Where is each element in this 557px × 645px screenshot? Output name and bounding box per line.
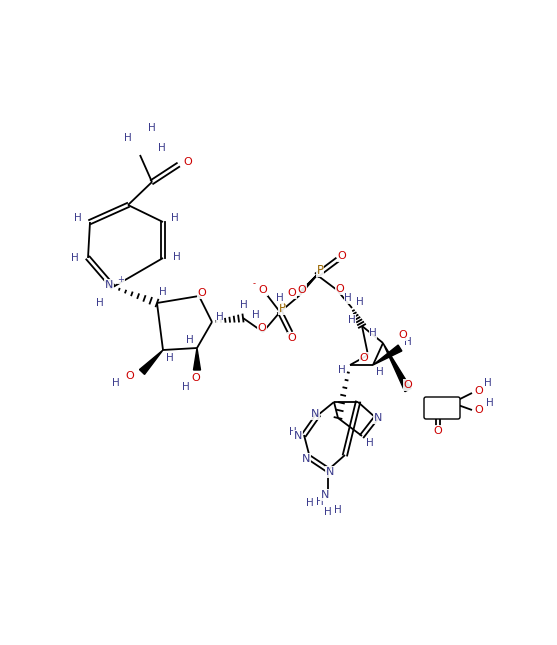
Text: P: P: [278, 301, 286, 315]
Text: H: H: [216, 312, 224, 322]
Text: O: O: [338, 251, 346, 261]
Text: H: H: [182, 382, 190, 392]
Text: H: H: [289, 427, 297, 437]
Text: H: H: [96, 298, 104, 308]
Text: N: N: [294, 431, 302, 441]
Text: H: H: [124, 133, 132, 143]
Text: +: +: [118, 275, 124, 284]
Text: -: -: [252, 279, 256, 288]
FancyBboxPatch shape: [424, 397, 460, 419]
Text: O: O: [126, 371, 134, 381]
Text: H: H: [348, 315, 356, 325]
Text: H: H: [376, 367, 384, 377]
Polygon shape: [193, 348, 201, 370]
Text: O: O: [198, 288, 207, 298]
Text: O: O: [475, 386, 483, 396]
Text: H: H: [159, 287, 167, 297]
Text: O: O: [287, 333, 296, 343]
Text: H: H: [158, 143, 166, 153]
Text: N: N: [311, 409, 319, 419]
Polygon shape: [139, 350, 163, 374]
Text: H: H: [484, 378, 492, 388]
Text: H: H: [369, 328, 377, 338]
Text: O: O: [399, 330, 407, 340]
Text: H: H: [306, 498, 314, 508]
Text: N: N: [326, 467, 334, 477]
Text: O: O: [192, 373, 201, 383]
Text: H: H: [166, 353, 174, 363]
Text: O: O: [434, 426, 442, 436]
Text: O: O: [475, 405, 483, 415]
Text: H: H: [252, 310, 260, 320]
Text: O: O: [184, 157, 192, 167]
Text: H: H: [173, 252, 181, 262]
Text: N: N: [374, 413, 382, 423]
Text: H: H: [112, 378, 120, 388]
Text: H: H: [171, 213, 179, 223]
Text: O: O: [360, 353, 368, 363]
Text: O: O: [297, 285, 306, 295]
Polygon shape: [373, 345, 402, 365]
Text: H: H: [186, 335, 194, 345]
Text: H: H: [324, 507, 332, 517]
Text: H: H: [366, 438, 374, 448]
Text: O: O: [336, 284, 344, 294]
Text: O: O: [258, 323, 266, 333]
Text: H: H: [316, 497, 324, 507]
Text: H: H: [356, 297, 364, 307]
Text: O: O: [258, 285, 267, 295]
Text: H: H: [334, 505, 342, 515]
Text: H: H: [338, 365, 346, 375]
Text: H: H: [74, 213, 82, 223]
Text: H: H: [404, 337, 412, 347]
Text: N: N: [302, 454, 310, 464]
Text: N: N: [105, 280, 113, 290]
Text: O: O: [404, 380, 412, 390]
Text: H: H: [344, 293, 352, 303]
Text: N: N: [321, 490, 329, 500]
Text: P: P: [316, 264, 324, 277]
Text: H: H: [486, 398, 494, 408]
Polygon shape: [383, 343, 411, 392]
Text: H: H: [148, 123, 156, 133]
Text: H: H: [71, 253, 79, 263]
Text: H: H: [276, 293, 284, 303]
Text: Abs: Abs: [433, 400, 451, 410]
Text: H: H: [240, 300, 248, 310]
Text: O: O: [287, 288, 296, 298]
